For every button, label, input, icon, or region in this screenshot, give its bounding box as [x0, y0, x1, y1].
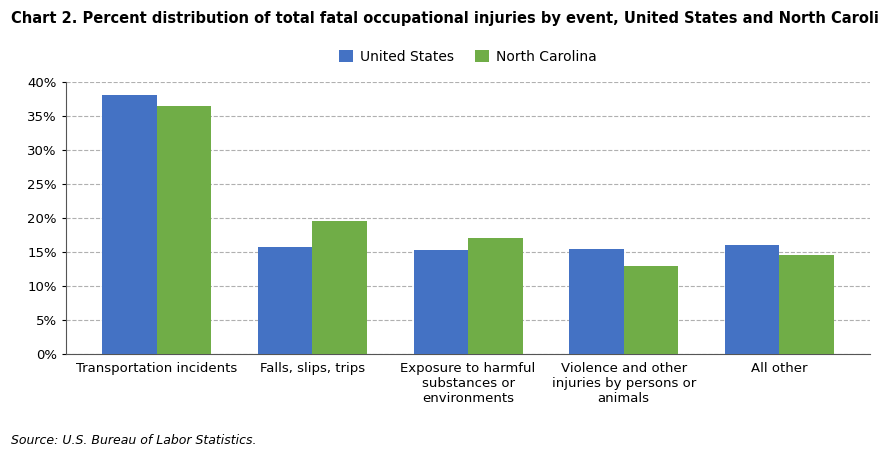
- Bar: [313, 222, 366, 354]
- Legend: United States, North Carolina: United States, North Carolina: [339, 50, 596, 64]
- Bar: [778, 255, 832, 354]
- Bar: [467, 238, 522, 354]
- Text: Source: U.S. Bureau of Labor Statistics.: Source: U.S. Bureau of Labor Statistics.: [11, 434, 256, 447]
- Bar: [103, 95, 157, 354]
- Bar: [157, 105, 211, 354]
- Bar: [724, 245, 778, 354]
- Text: Chart 2. Percent distribution of total fatal occupational injuries by event, Uni: Chart 2. Percent distribution of total f…: [11, 11, 878, 26]
- Bar: [623, 266, 677, 354]
- Bar: [414, 250, 468, 354]
- Bar: [569, 248, 623, 354]
- Bar: [258, 247, 313, 354]
